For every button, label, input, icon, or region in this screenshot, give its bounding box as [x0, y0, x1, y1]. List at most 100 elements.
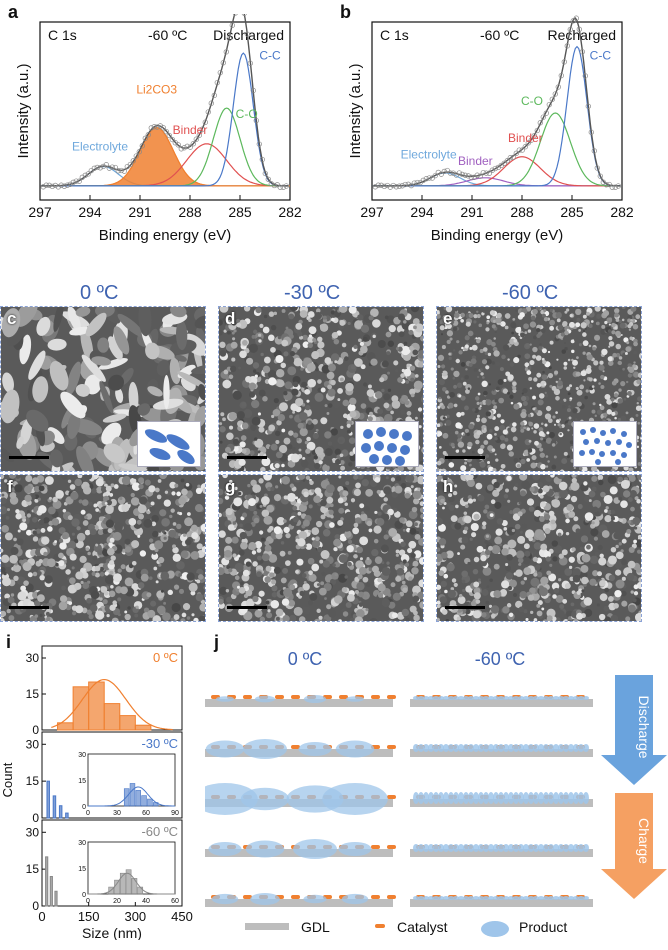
sem-grain [226, 597, 232, 603]
sem-grain [353, 374, 361, 382]
sem-grain [494, 564, 500, 570]
sem-grain [239, 459, 246, 466]
histogram-bar [50, 877, 52, 906]
sem-grain [177, 512, 180, 515]
sem-grain [616, 551, 624, 559]
sem-grain [492, 389, 494, 391]
sem-grain [283, 615, 290, 622]
catalyst-particle [243, 695, 252, 699]
sem-grain [513, 339, 517, 343]
sem-grain [293, 381, 299, 387]
sem-grain [534, 542, 542, 550]
sem-grain [74, 583, 81, 590]
sem-grain [253, 369, 256, 372]
sem-grain [225, 537, 232, 544]
sem-grain [542, 371, 545, 374]
sem-grain [469, 363, 473, 367]
sem-grain [592, 410, 596, 414]
sem-grain [530, 344, 532, 346]
sem-grain [540, 495, 544, 499]
inset-x-tick-label: 90 [171, 810, 179, 817]
sem-grain [539, 343, 541, 345]
sem-grain [271, 325, 277, 331]
sem-grain [317, 583, 320, 586]
sem-grain [497, 488, 500, 491]
sem-grain [106, 486, 112, 492]
sem-grain [625, 352, 628, 355]
sem-grain [443, 433, 449, 439]
sem-grain [469, 347, 472, 350]
sem-grain [458, 441, 464, 447]
sem-grain [238, 492, 242, 496]
sem-grain [607, 409, 612, 414]
peak-label-li2co3: Li2CO3 [136, 83, 177, 97]
sem-grain [384, 497, 388, 501]
sem-grain [288, 600, 295, 607]
sem-grain [226, 589, 229, 592]
sem-grain [510, 362, 514, 366]
sem-grain [191, 551, 200, 560]
sem-grain [442, 371, 448, 377]
product-deposit [583, 844, 589, 852]
sem-grain [98, 529, 104, 535]
sem-grain [629, 475, 636, 482]
sem-grain [493, 405, 497, 409]
sem-grain [500, 367, 504, 371]
sem-grain [363, 577, 369, 583]
sem-grain [608, 346, 610, 348]
sem-grain [442, 387, 447, 392]
sem-grain [589, 377, 593, 381]
sem-grain [598, 480, 604, 486]
sem-grain [263, 516, 272, 525]
sem-grain [250, 425, 256, 431]
discharge-label: Discharge [636, 695, 652, 758]
sem-grain [599, 614, 605, 620]
sem-grain [486, 322, 489, 325]
sem-grain [32, 517, 38, 523]
sem-grain [506, 554, 513, 561]
sem-grain [137, 535, 140, 538]
sem-grain [275, 440, 279, 444]
sem-grain [554, 492, 558, 496]
catalyst-particle [387, 745, 396, 749]
sem-grain [526, 370, 531, 375]
sem-grain [583, 315, 587, 319]
sem-grain [495, 399, 498, 402]
sem-image-d: d [218, 306, 424, 472]
sem-grain [47, 526, 53, 532]
sem-grain [579, 467, 583, 471]
histogram-bar [135, 725, 151, 730]
sem-grain [474, 557, 480, 563]
sem-grain [298, 531, 307, 540]
sem-grain [518, 327, 521, 330]
sem-grain [513, 593, 517, 597]
sem-grain [559, 570, 564, 575]
sem-grain [621, 334, 623, 336]
sem-grain [233, 329, 236, 332]
plot-frame [372, 22, 622, 200]
x-axis-label: Size (nm) [82, 925, 142, 940]
sem-grain [391, 477, 395, 481]
sem-grain [278, 336, 281, 339]
sem-grain [187, 616, 191, 620]
histogram-bar [89, 682, 105, 730]
sem-grain [323, 456, 328, 461]
sem-grain [227, 330, 231, 334]
sem-grain [345, 383, 354, 392]
sem-image-e: e [436, 306, 642, 472]
sem-grain [173, 554, 181, 562]
sem-grain [636, 405, 641, 410]
sem-grain [503, 344, 509, 350]
catalyst-particle [275, 695, 284, 699]
sem-grain [329, 510, 334, 515]
sem-grain [603, 310, 609, 316]
sem-grain [569, 417, 572, 420]
sem-grain [181, 478, 185, 482]
sem-grain [315, 447, 324, 456]
sem-grain [621, 601, 627, 607]
sem-grain [478, 324, 482, 328]
sem-grain [491, 545, 500, 554]
sem-grain [608, 329, 612, 333]
sem-grain [513, 436, 518, 441]
